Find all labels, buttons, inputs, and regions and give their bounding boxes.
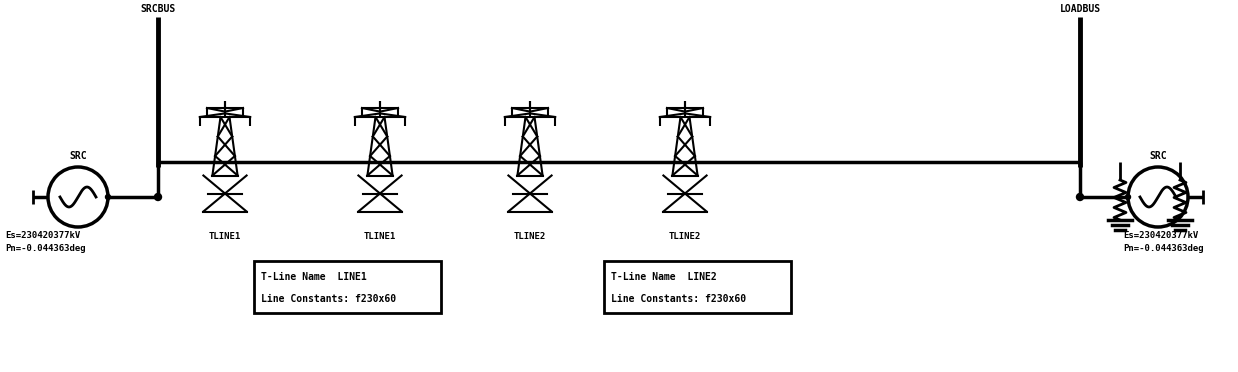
Text: SRC: SRC [1149,151,1166,161]
Text: T-Line Name  LINE2: T-Line Name LINE2 [612,272,717,282]
Text: LOADBUS: LOADBUS [1060,4,1101,14]
Circle shape [1077,193,1083,201]
Text: Pn=-0.044363deg: Pn=-0.044363deg [5,244,85,253]
Circle shape [155,193,161,201]
Text: Line Constants: f230x60: Line Constants: f230x60 [612,294,747,304]
Text: SRCBUS: SRCBUS [140,4,176,14]
Text: TLINE1: TLINE1 [364,232,396,241]
Text: T-Line Name  LINE1: T-Line Name LINE1 [261,272,366,282]
Text: TLINE2: TLINE2 [669,232,701,241]
Text: Es=230420377kV: Es=230420377kV [1123,231,1198,240]
FancyBboxPatch shape [604,261,791,313]
Text: Es=230420377kV: Es=230420377kV [5,231,80,240]
Text: Line Constants: f230x60: Line Constants: f230x60 [261,294,396,304]
Text: Pn=-0.044363deg: Pn=-0.044363deg [1123,244,1203,253]
Text: TLINE1: TLINE1 [209,232,241,241]
Text: SRC: SRC [69,151,87,161]
FancyBboxPatch shape [254,261,441,313]
Circle shape [1125,195,1130,199]
Circle shape [105,195,110,199]
Text: TLINE2: TLINE2 [514,232,546,241]
